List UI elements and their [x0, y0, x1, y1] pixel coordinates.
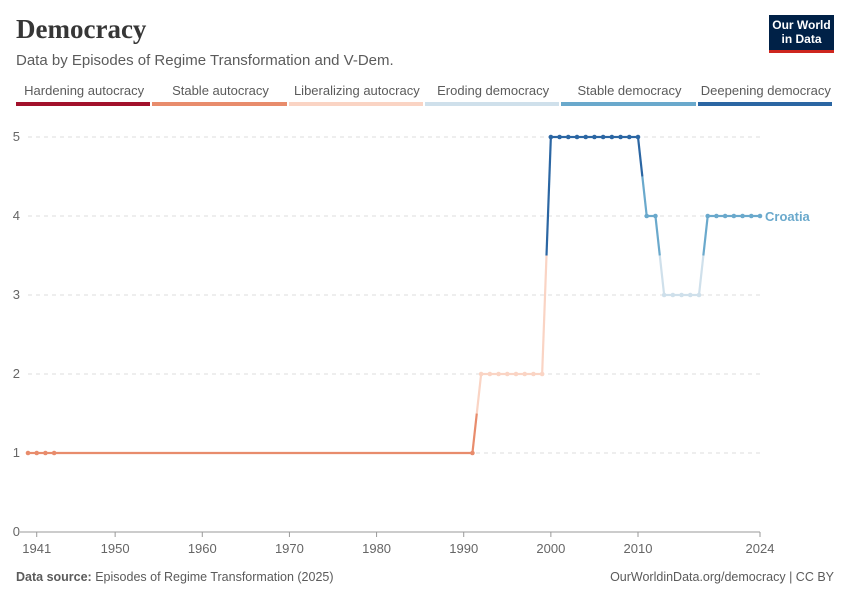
legend-swatch	[288, 102, 423, 106]
legend-label: Hardening autocracy	[24, 83, 145, 98]
series-segment	[545, 136, 552, 256]
y-tick-label: 3	[13, 287, 20, 302]
data-point	[539, 371, 545, 377]
series-segment	[697, 255, 705, 296]
data-point	[565, 134, 571, 140]
data-point	[661, 292, 667, 298]
data-point	[635, 134, 641, 140]
data-point	[487, 371, 493, 377]
data-point	[600, 134, 606, 140]
data-point	[609, 134, 615, 140]
data-point	[644, 213, 650, 219]
x-tick-label: 1980	[362, 541, 391, 556]
data-point	[748, 213, 754, 219]
data-point	[513, 371, 519, 377]
data-point	[740, 213, 745, 219]
y-tick-label: 5	[13, 129, 20, 144]
y-tick-label: 4	[13, 208, 20, 223]
data-point	[696, 292, 702, 298]
data-point	[34, 450, 40, 456]
data-point	[504, 371, 510, 377]
data-point	[757, 213, 763, 219]
series-segment	[641, 176, 648, 217]
x-tick-label: 1970	[275, 541, 304, 556]
data-source-text[interactable]: Episodes of Regime Transformation (2025)	[95, 570, 334, 584]
data-source-label: Data source:	[16, 570, 92, 584]
series-label-croatia: Croatia	[765, 209, 811, 224]
data-point	[470, 450, 475, 456]
legend-item-stable-autocracy[interactable]: Stable autocracy	[152, 82, 288, 106]
data-point	[25, 450, 31, 456]
legend-label: Stable democracy	[577, 83, 682, 98]
legend: Hardening autocracy Stable autocracy Lib…	[16, 82, 834, 106]
data-point	[687, 292, 693, 298]
series-segment	[541, 255, 548, 375]
data-point	[51, 450, 57, 456]
legend-item-hardening-autocracy[interactable]: Hardening autocracy	[16, 82, 152, 106]
x-tick-label: 1950	[101, 541, 130, 556]
x-tick-label: 1990	[449, 541, 478, 556]
data-point	[626, 134, 632, 140]
x-tick-label: 2010	[624, 541, 653, 556]
legend-item-deepening-democracy[interactable]: Deepening democracy	[697, 82, 834, 106]
data-point	[548, 134, 554, 140]
data-point	[679, 292, 684, 298]
x-tick-label: 1960	[188, 541, 217, 556]
data-point	[43, 450, 48, 456]
legend-item-stable-democracy[interactable]: Stable democracy	[561, 82, 697, 106]
x-tick-label: 1941	[22, 541, 51, 556]
legend-swatch	[16, 102, 151, 106]
data-point	[531, 371, 536, 377]
legend-label: Stable autocracy	[172, 83, 269, 98]
series-segment	[654, 215, 661, 256]
credit-link[interactable]: OurWorldinData.org/democracy | CC BY	[610, 570, 834, 584]
data-point	[478, 371, 484, 377]
chart-title: Democracy	[16, 14, 147, 44]
series-segment	[475, 373, 483, 414]
logo-line-2: in Data	[781, 32, 822, 46]
legend-swatch	[697, 102, 832, 106]
x-tick-label: 2024	[746, 541, 775, 556]
data-source: Data source: Episodes of Regime Transfor…	[16, 570, 334, 584]
data-point	[583, 134, 589, 140]
legend-swatch	[424, 102, 560, 106]
legend-label: Deepening democracy	[700, 83, 831, 98]
legend-label: Liberalizing autocracy	[293, 83, 420, 98]
data-point	[574, 134, 580, 140]
y-tick-label: 2	[13, 366, 20, 381]
owid-logo[interactable]: Our World in Data	[769, 15, 834, 53]
data-point	[722, 213, 728, 219]
data-point	[731, 213, 737, 219]
series-segment	[471, 413, 478, 454]
y-tick-label: 1	[13, 445, 20, 460]
data-point	[557, 134, 562, 140]
x-tick-label: 2000	[536, 541, 565, 556]
legend-label: Eroding democracy	[437, 83, 550, 98]
data-point	[592, 134, 597, 140]
data-point	[653, 213, 658, 219]
chart-subtitle: Data by Episodes of Regime Transformatio…	[16, 52, 394, 69]
legend-item-eroding-democracy[interactable]: Eroding democracy	[424, 82, 561, 106]
logo-line-1: Our World	[772, 18, 831, 32]
y-tick-label: 0	[13, 524, 20, 539]
data-point	[705, 213, 711, 219]
data-point	[670, 292, 676, 298]
legend-swatch	[152, 102, 287, 106]
data-point	[496, 371, 501, 377]
legend-swatch	[561, 102, 696, 106]
legend-item-liberalizing-autocracy[interactable]: Liberalizing autocracy	[288, 82, 425, 106]
series-segment	[702, 215, 709, 256]
data-point	[522, 371, 528, 377]
series-segment	[658, 255, 666, 296]
data-point	[618, 134, 623, 140]
data-point	[714, 213, 719, 219]
series-segment	[636, 136, 644, 177]
